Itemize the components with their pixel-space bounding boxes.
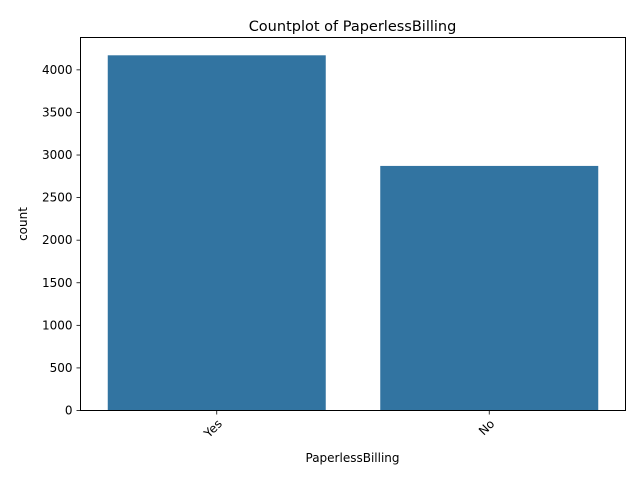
- y-tick-label: 500: [50, 361, 73, 375]
- bars-group: [107, 55, 599, 411]
- x-axis: Yes No: [201, 410, 497, 441]
- y-axis-label: count: [16, 207, 30, 241]
- y-tick-label: 3000: [42, 148, 73, 162]
- x-tick-label: No: [476, 417, 497, 438]
- bar-yes: [107, 55, 326, 411]
- y-axis: 0 500 1000 1500 2000 2500 3000 3500 4000: [42, 63, 81, 418]
- y-tick-label: 2000: [42, 233, 73, 247]
- x-axis-label: PaperlessBilling: [306, 451, 400, 465]
- y-tick-label: 1000: [42, 318, 73, 332]
- y-tick-label: 3500: [42, 105, 73, 119]
- y-tick-label: 1500: [42, 276, 73, 290]
- y-tick-label: 2500: [42, 191, 73, 205]
- bar-no: [380, 165, 599, 411]
- x-tick-label: Yes: [201, 417, 225, 441]
- y-tick-label: 0: [65, 404, 73, 418]
- y-tick-label: 4000: [42, 63, 73, 77]
- plot-area-frame: [80, 37, 626, 411]
- chart-title: Countplot of PaperlessBilling: [249, 19, 457, 35]
